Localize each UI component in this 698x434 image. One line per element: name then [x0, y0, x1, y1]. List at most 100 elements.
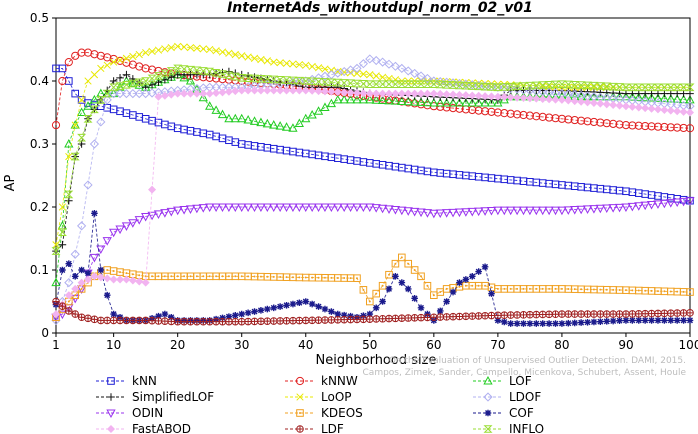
data-point [666, 83, 676, 92]
data-point [602, 119, 611, 128]
data-point [486, 98, 497, 107]
data-point [256, 74, 266, 83]
data-point [333, 315, 342, 324]
data-point [622, 317, 630, 324]
data-point [218, 88, 227, 97]
data-point [678, 197, 689, 207]
data-point [71, 89, 80, 98]
data-point [443, 298, 450, 305]
data-point [570, 97, 579, 106]
data-point [679, 309, 688, 317]
data-point [468, 281, 477, 290]
data-point [423, 89, 432, 98]
data-point [596, 99, 605, 108]
data-point [385, 89, 394, 98]
data-point [647, 83, 657, 92]
data-point [328, 308, 335, 315]
data-point [237, 113, 247, 123]
data-point [647, 287, 656, 295]
data-point [359, 315, 368, 324]
data-point [526, 310, 534, 319]
data-point [499, 94, 509, 104]
data-point [84, 77, 92, 85]
data-point [513, 320, 521, 327]
data-point [256, 117, 266, 127]
data-point [377, 57, 388, 67]
data-point [218, 134, 227, 143]
data-point [628, 310, 637, 318]
data-point [378, 80, 388, 88]
data-point [128, 276, 137, 285]
series-line [55, 200, 691, 318]
data-point [678, 94, 689, 104]
data-point [64, 138, 74, 148]
data-point [353, 315, 361, 324]
data-point [84, 275, 93, 284]
data-point [686, 309, 694, 317]
data-point [275, 121, 285, 130]
data-point [121, 222, 132, 231]
data-point [666, 199, 676, 208]
data-point [256, 203, 266, 213]
data-point [276, 86, 285, 95]
data-point [429, 89, 438, 98]
data-point [83, 101, 93, 110]
data-point [327, 316, 336, 324]
data-point [339, 203, 349, 213]
data-point [474, 106, 483, 115]
data-point [461, 81, 471, 90]
data-point [64, 190, 74, 199]
data-point [58, 64, 67, 73]
data-point [532, 94, 541, 103]
data-point [577, 285, 585, 294]
data-point [153, 210, 164, 219]
data-point [161, 310, 169, 318]
data-point [448, 81, 458, 89]
legend-marker [483, 425, 493, 433]
data-point [275, 75, 285, 84]
data-point [532, 285, 541, 293]
data-point [270, 304, 278, 312]
legend-item-knn: kNN [96, 374, 157, 388]
data-point [70, 120, 80, 129]
legend-label: COF [509, 406, 534, 420]
data-point [217, 109, 228, 119]
data-point [109, 275, 118, 284]
data-point [155, 312, 162, 320]
data-point [269, 75, 279, 84]
data-point [231, 50, 239, 59]
data-point [653, 200, 663, 209]
data-point [77, 96, 86, 104]
data-point [167, 90, 176, 99]
data-point [558, 285, 566, 293]
data-point [411, 295, 418, 302]
data-point [467, 98, 477, 107]
data-point [513, 93, 522, 102]
data-point [416, 97, 426, 106]
data-point [263, 57, 271, 65]
data-point [416, 71, 426, 81]
data-point [167, 43, 175, 52]
data-point [467, 207, 477, 217]
data-point [128, 79, 138, 88]
data-point [340, 311, 348, 319]
data-point [622, 286, 630, 294]
data-point [403, 66, 413, 76]
data-point [83, 48, 93, 57]
data-point [109, 58, 118, 66]
data-point [320, 87, 329, 96]
data-point [365, 54, 375, 64]
data-point [333, 78, 343, 87]
data-point [102, 89, 112, 98]
data-point [571, 319, 579, 327]
data-point [358, 80, 368, 88]
data-point [288, 86, 297, 95]
data-point [289, 316, 297, 325]
data-point [71, 51, 80, 60]
data-point [480, 107, 490, 116]
data-point [198, 92, 208, 102]
data-point [609, 310, 617, 318]
data-point [269, 120, 279, 129]
data-point [192, 66, 202, 75]
